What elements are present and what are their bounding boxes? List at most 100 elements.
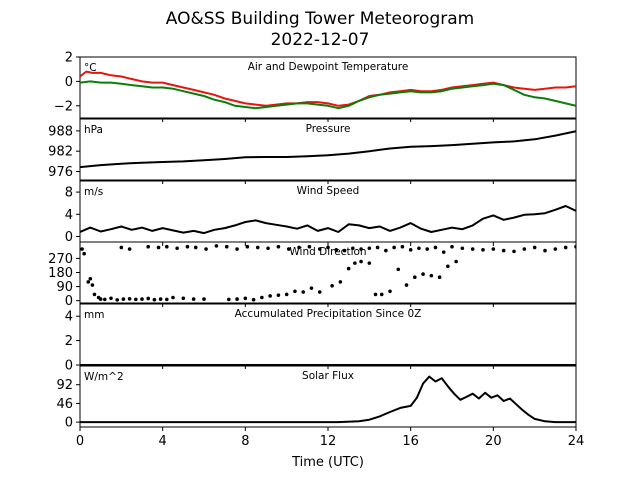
wind-direction-point xyxy=(146,244,150,249)
wind-direction-point xyxy=(146,296,150,301)
wind-direction-point xyxy=(491,247,496,251)
wind-direction-point xyxy=(301,290,306,294)
wind-direction-point xyxy=(373,292,378,297)
wind-direction-point xyxy=(260,295,264,300)
wind-direction-point xyxy=(286,247,291,251)
wind-direction-point xyxy=(433,245,438,250)
panel-title: Solar Flux xyxy=(302,370,354,382)
figure-title-line1: AO&SS Building Tower Meteorogram xyxy=(166,9,474,29)
y-tick-label: 0 xyxy=(65,230,73,245)
x-axis-label: Time (UTC) xyxy=(291,455,364,470)
y-tick-label: 90 xyxy=(56,280,73,295)
wind-direction-point xyxy=(326,245,330,250)
wind-direction-point xyxy=(309,286,314,290)
panel-unit: m/s xyxy=(84,186,103,198)
wind-direction-point xyxy=(400,244,405,249)
wind-direction-point xyxy=(512,249,516,254)
panel-title: Pressure xyxy=(306,123,351,135)
wind-direction-point xyxy=(392,245,396,250)
wind-direction-point xyxy=(181,296,186,301)
wind-direction-point xyxy=(334,248,339,252)
wind-direction-point xyxy=(470,247,475,251)
panel-unit: W/m^2 xyxy=(84,371,124,383)
wind-direction-point xyxy=(317,290,322,294)
wind-direction-point xyxy=(574,244,576,249)
wind-direction-point xyxy=(191,297,196,301)
y-tick-label: 4 xyxy=(65,208,73,223)
wind-direction-point xyxy=(413,275,417,279)
wind-direction-point xyxy=(351,246,355,251)
y-tick-label: 270 xyxy=(48,252,73,267)
x-tick-label: 4 xyxy=(159,434,167,449)
wind-direction-point xyxy=(224,244,229,249)
wind-direction-point xyxy=(158,297,163,301)
wind-direction-point xyxy=(185,244,190,249)
wind-direction-point xyxy=(330,283,334,288)
wind-direction-point xyxy=(109,296,113,301)
y-tick-label: 180 xyxy=(48,266,73,281)
x-tick-label: 12 xyxy=(320,434,337,449)
wind-direction-point xyxy=(563,245,568,250)
y-tick-label: 0 xyxy=(65,416,73,431)
wind-direction-point xyxy=(193,245,198,250)
y-tick-label: 46 xyxy=(56,397,73,412)
y-tick-label: 92 xyxy=(56,378,73,393)
wind-direction-point xyxy=(156,245,161,250)
y-tick-label: 4 xyxy=(65,310,73,325)
wind-direction-point xyxy=(171,295,175,300)
wind-direction-point xyxy=(532,245,537,250)
y-tick-label: 2 xyxy=(65,51,73,66)
series-line-wind_speed-0 xyxy=(80,205,576,235)
x-tick-label: 8 xyxy=(241,434,249,449)
x-tick-label: 24 xyxy=(568,434,585,449)
wind-direction-point xyxy=(235,297,239,301)
wind-direction-point xyxy=(266,246,270,251)
y-tick-label: 976 xyxy=(48,165,73,180)
wind-direction-point xyxy=(501,248,506,253)
wind-direction-point xyxy=(367,246,372,251)
wind-direction-point xyxy=(140,297,144,301)
wind-direction-point xyxy=(441,250,446,254)
panel-title: Accumulated Precipitation Since 0Z xyxy=(235,308,422,320)
wind-direction-point xyxy=(268,294,272,298)
wind-direction-point xyxy=(359,259,363,264)
wind-direction-point xyxy=(379,292,384,297)
wind-direction-point xyxy=(204,247,208,251)
y-tick-label: 0 xyxy=(65,359,73,374)
wind-direction-point xyxy=(165,244,169,249)
wind-direction-point xyxy=(384,248,388,253)
wind-direction-point xyxy=(425,247,430,251)
series-line-temp-0 xyxy=(80,70,576,107)
wind-direction-point xyxy=(359,247,363,251)
wind-direction-point xyxy=(317,247,322,251)
wind-direction-point xyxy=(276,244,281,249)
wind-direction-point xyxy=(284,292,289,297)
wind-direction-point xyxy=(375,245,380,250)
wind-direction-point xyxy=(293,289,297,294)
wind-direction-point xyxy=(175,246,179,251)
wind-direction-point xyxy=(353,261,357,265)
wind-direction-point xyxy=(227,297,231,302)
wind-direction-point xyxy=(408,248,413,252)
panel-wind_speed: 8 4 0 Wind Speed m/s xyxy=(65,180,577,246)
figure-title-line2: 2022-12-07 xyxy=(271,30,370,50)
wind-direction-point xyxy=(152,297,157,302)
wind-direction-point xyxy=(437,275,442,279)
wind-direction-point xyxy=(429,273,434,278)
y-tick-label: 0 xyxy=(65,75,73,90)
wind-direction-point xyxy=(127,296,132,301)
wind-direction-point xyxy=(255,245,260,250)
wind-direction-point xyxy=(88,276,93,281)
wind-direction-point xyxy=(115,298,119,302)
x-tick-label: 16 xyxy=(402,434,419,449)
y-tick-label: −2 xyxy=(54,99,73,114)
wind-direction-point xyxy=(165,297,169,302)
wind-direction-point xyxy=(481,248,485,252)
wind-direction-point xyxy=(338,280,343,284)
panel-unit: hPa xyxy=(84,124,103,136)
wind-direction-point xyxy=(90,283,95,287)
wind-direction-point xyxy=(202,297,206,301)
y-tick-label: 8 xyxy=(65,186,73,201)
